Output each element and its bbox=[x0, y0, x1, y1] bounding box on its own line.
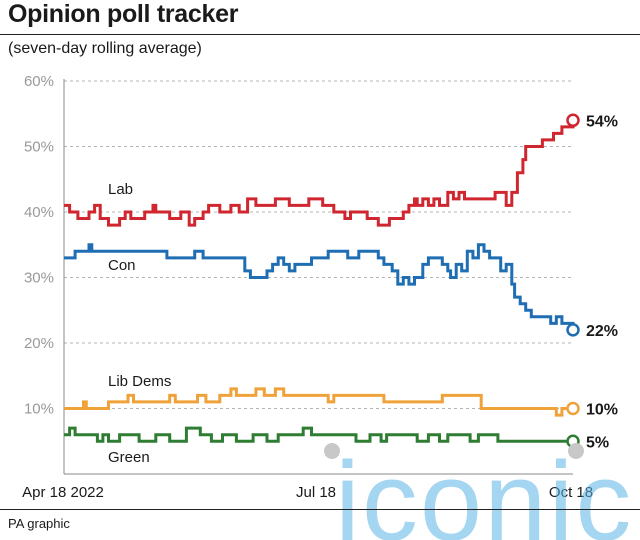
series-label-con: Con bbox=[108, 257, 136, 274]
series-label-lab: Lab bbox=[108, 181, 133, 198]
series-line-con bbox=[64, 243, 575, 330]
y-tick-label: 60% bbox=[24, 73, 54, 90]
x-tick-label: Apr 18 2022 bbox=[22, 484, 104, 501]
end-value-label-con: 22% bbox=[586, 323, 618, 340]
y-tick-label: 40% bbox=[24, 204, 54, 221]
x-tick-label: Oct 18 bbox=[549, 484, 593, 501]
source-credit: PA graphic bbox=[8, 516, 70, 531]
timeline-dot bbox=[324, 443, 340, 459]
y-tick-label: 30% bbox=[24, 270, 54, 287]
end-value-label-lib-dems: 10% bbox=[586, 402, 618, 419]
bottom-rule bbox=[0, 509, 640, 510]
y-tick-label: 50% bbox=[24, 139, 54, 156]
end-marker-con bbox=[566, 323, 580, 337]
top-rule bbox=[0, 34, 640, 35]
timeline-dot bbox=[568, 443, 584, 459]
series-line-lib-dems bbox=[64, 387, 573, 417]
end-marker-lib-dems bbox=[566, 401, 580, 416]
x-tick-label: Jul 18 bbox=[296, 484, 336, 501]
series-line-green bbox=[64, 426, 573, 443]
chart-title: Opinion poll tracker bbox=[8, 0, 239, 28]
y-tick-label: 10% bbox=[24, 401, 54, 418]
end-value-label-lab: 54% bbox=[586, 113, 618, 130]
y-tick-label: 20% bbox=[24, 335, 54, 352]
series-label-lib-dems: Lib Dems bbox=[108, 373, 171, 390]
series-label-green: Green bbox=[108, 449, 150, 466]
iconic-watermark: iconic bbox=[335, 439, 633, 540]
end-marker-lab bbox=[566, 113, 580, 128]
end-value-label-green: 5% bbox=[586, 434, 609, 451]
chart-subtitle: (seven-day rolling average) bbox=[8, 40, 202, 57]
series-line-lab bbox=[64, 120, 575, 227]
